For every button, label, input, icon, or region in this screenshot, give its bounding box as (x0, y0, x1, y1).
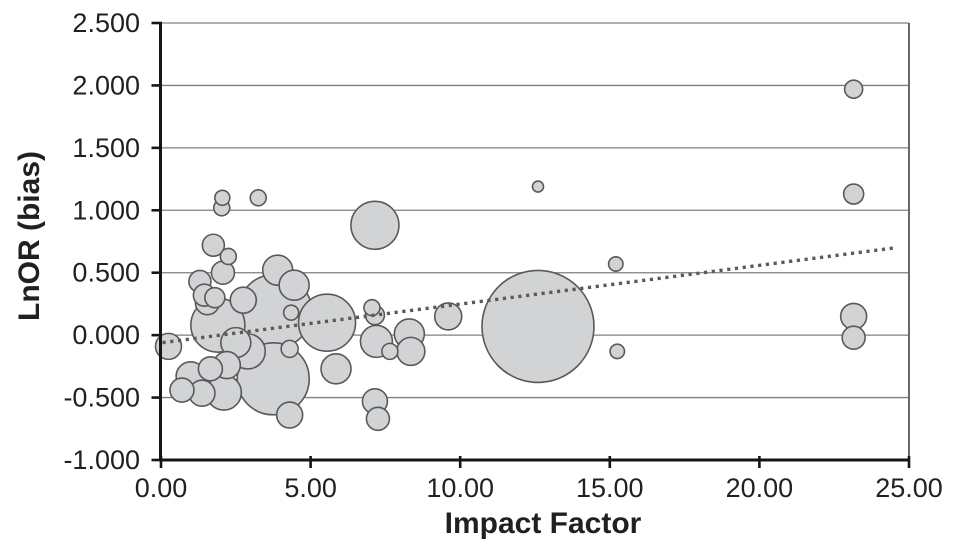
bubble (219, 247, 238, 266)
y-tick-label: 2.500 (72, 8, 140, 38)
y-tick-label: -0.500 (63, 383, 140, 413)
y-tick-label: -1.000 (63, 445, 140, 475)
bubble (197, 356, 224, 382)
x-tick-label: 10.00 (426, 473, 494, 503)
bubble (841, 325, 866, 350)
bubble (282, 304, 300, 321)
bubble (280, 339, 299, 359)
x-axis-title: Impact Factor (444, 507, 642, 540)
bubble (481, 269, 595, 384)
bubble (214, 189, 231, 207)
bubble (842, 183, 865, 205)
bubble (609, 343, 626, 360)
bubble (229, 286, 258, 314)
bubble (350, 200, 400, 251)
bubble (396, 336, 426, 367)
x-tick-label: 15.00 (576, 473, 644, 503)
bubble (433, 302, 463, 331)
bubble (169, 377, 195, 403)
bubble (320, 353, 352, 385)
x-tick-label: 25.00 (875, 473, 943, 503)
y-tick-label: 1.000 (72, 195, 140, 225)
bubble (607, 255, 624, 272)
x-tick-label: 5.00 (284, 473, 337, 503)
bubble (531, 180, 545, 193)
bubble (201, 233, 226, 258)
bubble (381, 342, 399, 361)
y-tick-label: 1.500 (72, 133, 140, 163)
bubble (275, 401, 304, 429)
bubble (278, 269, 310, 302)
y-tick-label: 0.500 (72, 258, 140, 288)
x-tick-label: 0.00 (135, 473, 188, 503)
bubble (363, 298, 381, 317)
y-tick-label: 2.000 (72, 70, 140, 100)
trendline (162, 246, 896, 345)
y-tick-label: 0.000 (72, 320, 140, 350)
y-axis-title: LnOR (bias) (13, 151, 46, 321)
bubble (365, 406, 391, 432)
bubble (204, 286, 226, 309)
bubble (249, 189, 268, 207)
bubble (843, 79, 864, 99)
x-tick-label: 20.00 (726, 473, 794, 503)
